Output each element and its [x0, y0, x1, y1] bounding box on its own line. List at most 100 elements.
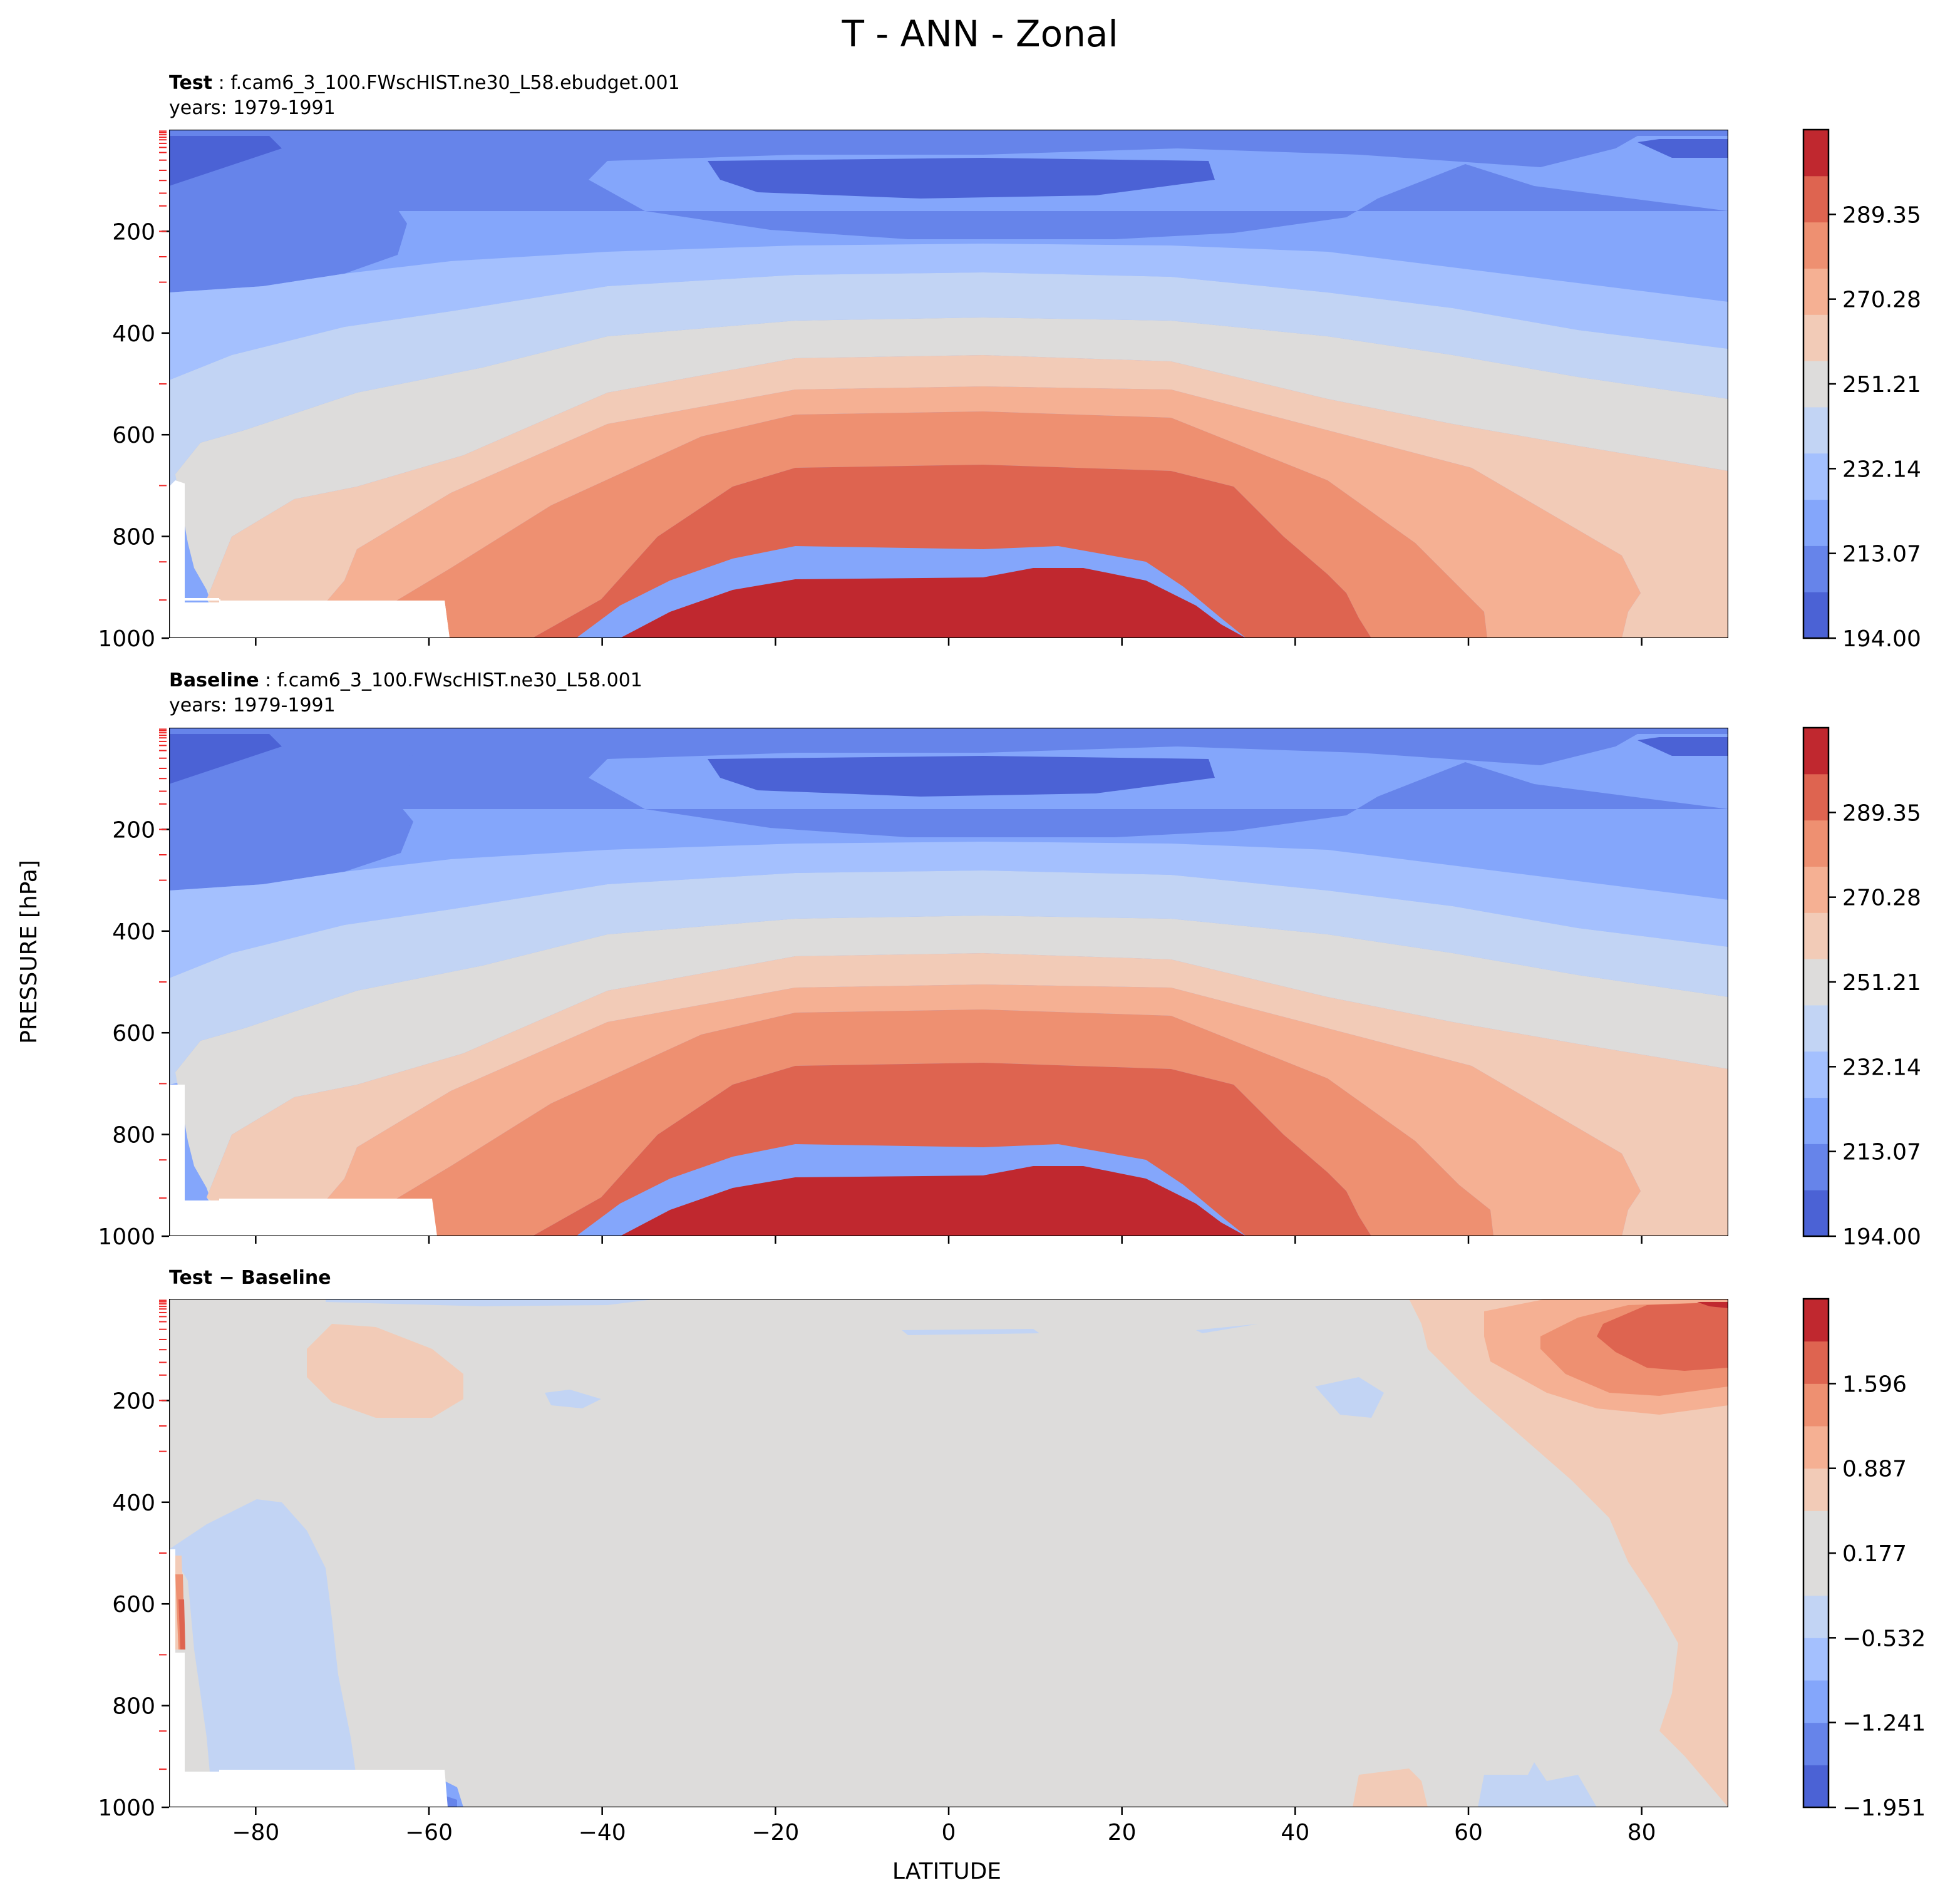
colorbar-swatch [1803, 1190, 1828, 1237]
contour-panel-diff [169, 1299, 1728, 1807]
contour-band [708, 158, 1215, 199]
y-tick-label: 600 [112, 1021, 155, 1046]
colorbar-swatch [1803, 959, 1828, 1006]
colorbar-swatch [1803, 1004, 1828, 1052]
x-tick-label: 60 [1454, 1820, 1483, 1846]
contour-band [169, 842, 1728, 978]
contour-band [708, 756, 1215, 797]
colorbar-swatch [1803, 1426, 1828, 1469]
contour-fill-test [169, 130, 1728, 638]
colorbar-swatch [1803, 406, 1828, 454]
x-tick-label: 20 [1108, 1820, 1137, 1846]
colorbar-swatch [1803, 222, 1828, 269]
masked-region [169, 1085, 437, 1236]
colorbar-tick-label: 194.00 [1842, 1224, 1921, 1250]
panel-title-test: Test : f.cam6_3_100.FWscHIST.ne30_L58.eb… [169, 72, 680, 94]
contour-band [175, 318, 1728, 618]
contour-band [1353, 1768, 1428, 1807]
colorbar-swatch [1803, 1383, 1828, 1427]
x-tick-label: −60 [405, 1820, 453, 1846]
contour-band [175, 916, 1728, 1216]
y-tick-label: 400 [112, 1490, 155, 1516]
contour-band [169, 136, 282, 186]
y-tick-label: 200 [112, 1388, 155, 1414]
contour-band [532, 465, 1371, 638]
colorbar-tick-label: 251.21 [1842, 970, 1921, 996]
colorbar-swatch [1803, 1299, 1828, 1342]
colorbar-tick-label: 289.35 [1842, 202, 1921, 228]
contour-band [169, 244, 1728, 380]
colorbar-swatch [1803, 728, 1828, 775]
colorbar-swatch [1803, 1510, 1828, 1554]
contour-band [532, 1063, 1371, 1236]
colorbar-tick-label: 232.14 [1842, 1055, 1921, 1080]
x-tick-label: 0 [942, 1820, 956, 1846]
contour-band [307, 1324, 463, 1418]
contour-band [620, 568, 1246, 638]
contour-band [545, 1390, 601, 1408]
y-tick-label: 800 [112, 525, 155, 550]
contour-band [169, 130, 413, 292]
colorbar-swatch [1803, 175, 1828, 223]
contour-band [178, 1599, 185, 1650]
contour-fill-diff [169, 1299, 1728, 1807]
contour-panel-baseline [169, 728, 1728, 1236]
colorbar-tick-label: −0.532 [1842, 1626, 1926, 1651]
contour-band [357, 411, 1487, 638]
contour-band [169, 130, 1728, 239]
y-tick-label: 1000 [98, 1224, 155, 1250]
colorbar-swatch [1803, 268, 1828, 315]
y-tick-label: 1000 [98, 626, 155, 652]
contour-band [169, 272, 1728, 487]
colorbar-swatch [1803, 545, 1828, 592]
colorbar-tick-label: −1.951 [1842, 1795, 1926, 1821]
colorbar-swatch [1803, 1680, 1828, 1723]
colorbar-swatch [1803, 773, 1828, 821]
contour-band [307, 386, 1641, 638]
colorbar-swatch [1803, 361, 1828, 408]
contour-band [169, 734, 282, 784]
y-tick-label: 800 [112, 1123, 155, 1149]
colorbar-swatch [1803, 453, 1828, 500]
panel-title-diff: Test − Baseline [169, 1267, 331, 1289]
contour-band [307, 984, 1641, 1236]
y-tick-label: 200 [112, 817, 155, 843]
colorbar-swatch [1803, 592, 1828, 639]
colorbar-tick-label: 251.21 [1842, 372, 1921, 398]
contour-band [169, 1499, 376, 1807]
panel-title-sep: : [259, 669, 277, 691]
colorbar-swatch [1803, 1144, 1828, 1190]
contour-band [169, 728, 1728, 837]
contour-band [1478, 1762, 1597, 1807]
colorbar-tick-label: 0.887 [1842, 1457, 1907, 1482]
colorbar-swatch [1803, 820, 1828, 867]
colorbar-tick-label: 289.35 [1842, 800, 1921, 826]
panel-years-baseline: years: 1979-1991 [169, 694, 336, 716]
panel-title-sep: : [212, 72, 230, 94]
colorbar-swatch [1803, 130, 1828, 177]
colorbar-swatch [1803, 1468, 1828, 1511]
colorbar-swatch [1803, 1638, 1828, 1681]
x-axis-label: LATITUDE [892, 1859, 1001, 1884]
y-tick-label: 400 [112, 919, 155, 945]
contour-band [1315, 1377, 1384, 1418]
contour-band [207, 953, 1728, 1236]
panel-title-rest: f.cam6_3_100.FWscHIST.ne30_L58.001 [277, 669, 642, 691]
colorbar-tick-label: −1.241 [1842, 1711, 1926, 1737]
x-tick-label: −40 [579, 1820, 626, 1846]
colorbar-tick-label: 270.28 [1842, 885, 1921, 911]
colorbar-swatch [1803, 1341, 1828, 1384]
y-tick-label: 200 [112, 219, 155, 245]
x-tick-label: −20 [751, 1820, 799, 1846]
y-tick-label: 800 [112, 1694, 155, 1720]
colorbar-swatch [1803, 866, 1828, 913]
colorbar-swatch [1803, 1722, 1828, 1765]
colorbar-swatch [1803, 1765, 1828, 1808]
figure-title: T - ANN - Zonal [841, 13, 1118, 55]
colorbar-tick-label: 0.177 [1842, 1541, 1907, 1567]
y-tick-label: 600 [112, 1592, 155, 1618]
x-tick-label: −80 [232, 1820, 279, 1846]
colorbar-swatch [1803, 314, 1828, 361]
